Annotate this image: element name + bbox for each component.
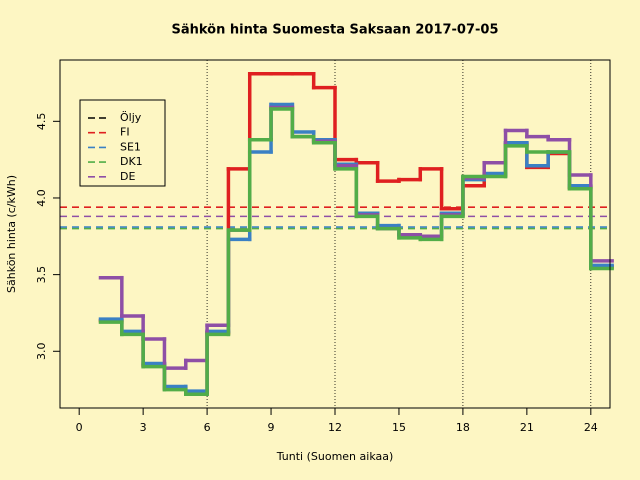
legend-label: SE1	[120, 140, 141, 153]
legend-label: DE	[120, 170, 135, 183]
x-tick-label: 18	[456, 421, 470, 434]
y-tick-label: 4.5	[35, 113, 48, 131]
chart-title: Sähkön hinta Suomesta Saksaan 2017-07-05	[171, 23, 498, 38]
legend-box	[79, 99, 166, 187]
y-tick-label: 3.0	[35, 343, 48, 361]
x-tick-label: 9	[268, 421, 275, 434]
y-tick-label: 4.0	[35, 189, 48, 207]
x-tick-label: 21	[520, 421, 534, 434]
x-tick-label: 12	[328, 421, 342, 434]
x-tick-label: 3	[140, 421, 147, 434]
legend-label: DK1	[120, 155, 143, 168]
x-tick-label: 0	[76, 421, 83, 434]
y-tick-label: 3.5	[35, 266, 48, 284]
x-tick-label: 6	[204, 421, 211, 434]
legend-label: FI	[120, 126, 130, 139]
x-axis-label: Tunti (Suomen aikaa)	[276, 450, 394, 463]
x-tick-label: 15	[392, 421, 406, 434]
y-axis-label: Sähkön hinta (c/kWh)	[5, 175, 18, 293]
x-tick-label: 24	[584, 421, 598, 434]
plot-frame	[59, 59, 611, 409]
legend-label: Öljy	[120, 111, 142, 124]
